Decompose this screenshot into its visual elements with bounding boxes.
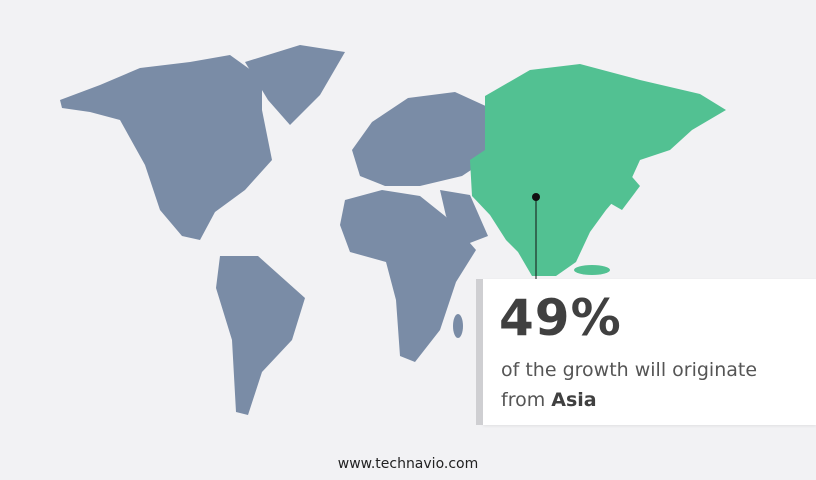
arabia [440,190,488,246]
japan [608,170,640,210]
madagascar [453,314,463,338]
stat-callout: 49% of the growth will originate from As… [483,279,816,425]
africa [340,190,476,362]
footer-url: www.technavio.com [337,456,479,472]
asia [470,64,726,276]
region-name: Asia [551,389,597,411]
greenland [245,45,345,125]
indonesia [574,265,610,275]
callout-pointer-dot [532,193,540,201]
north-america [60,55,272,240]
europe [352,92,490,186]
stat-value: 49% [499,289,622,347]
stat-description: of the growth will originate from Asia [501,359,758,411]
south-america [216,256,305,415]
